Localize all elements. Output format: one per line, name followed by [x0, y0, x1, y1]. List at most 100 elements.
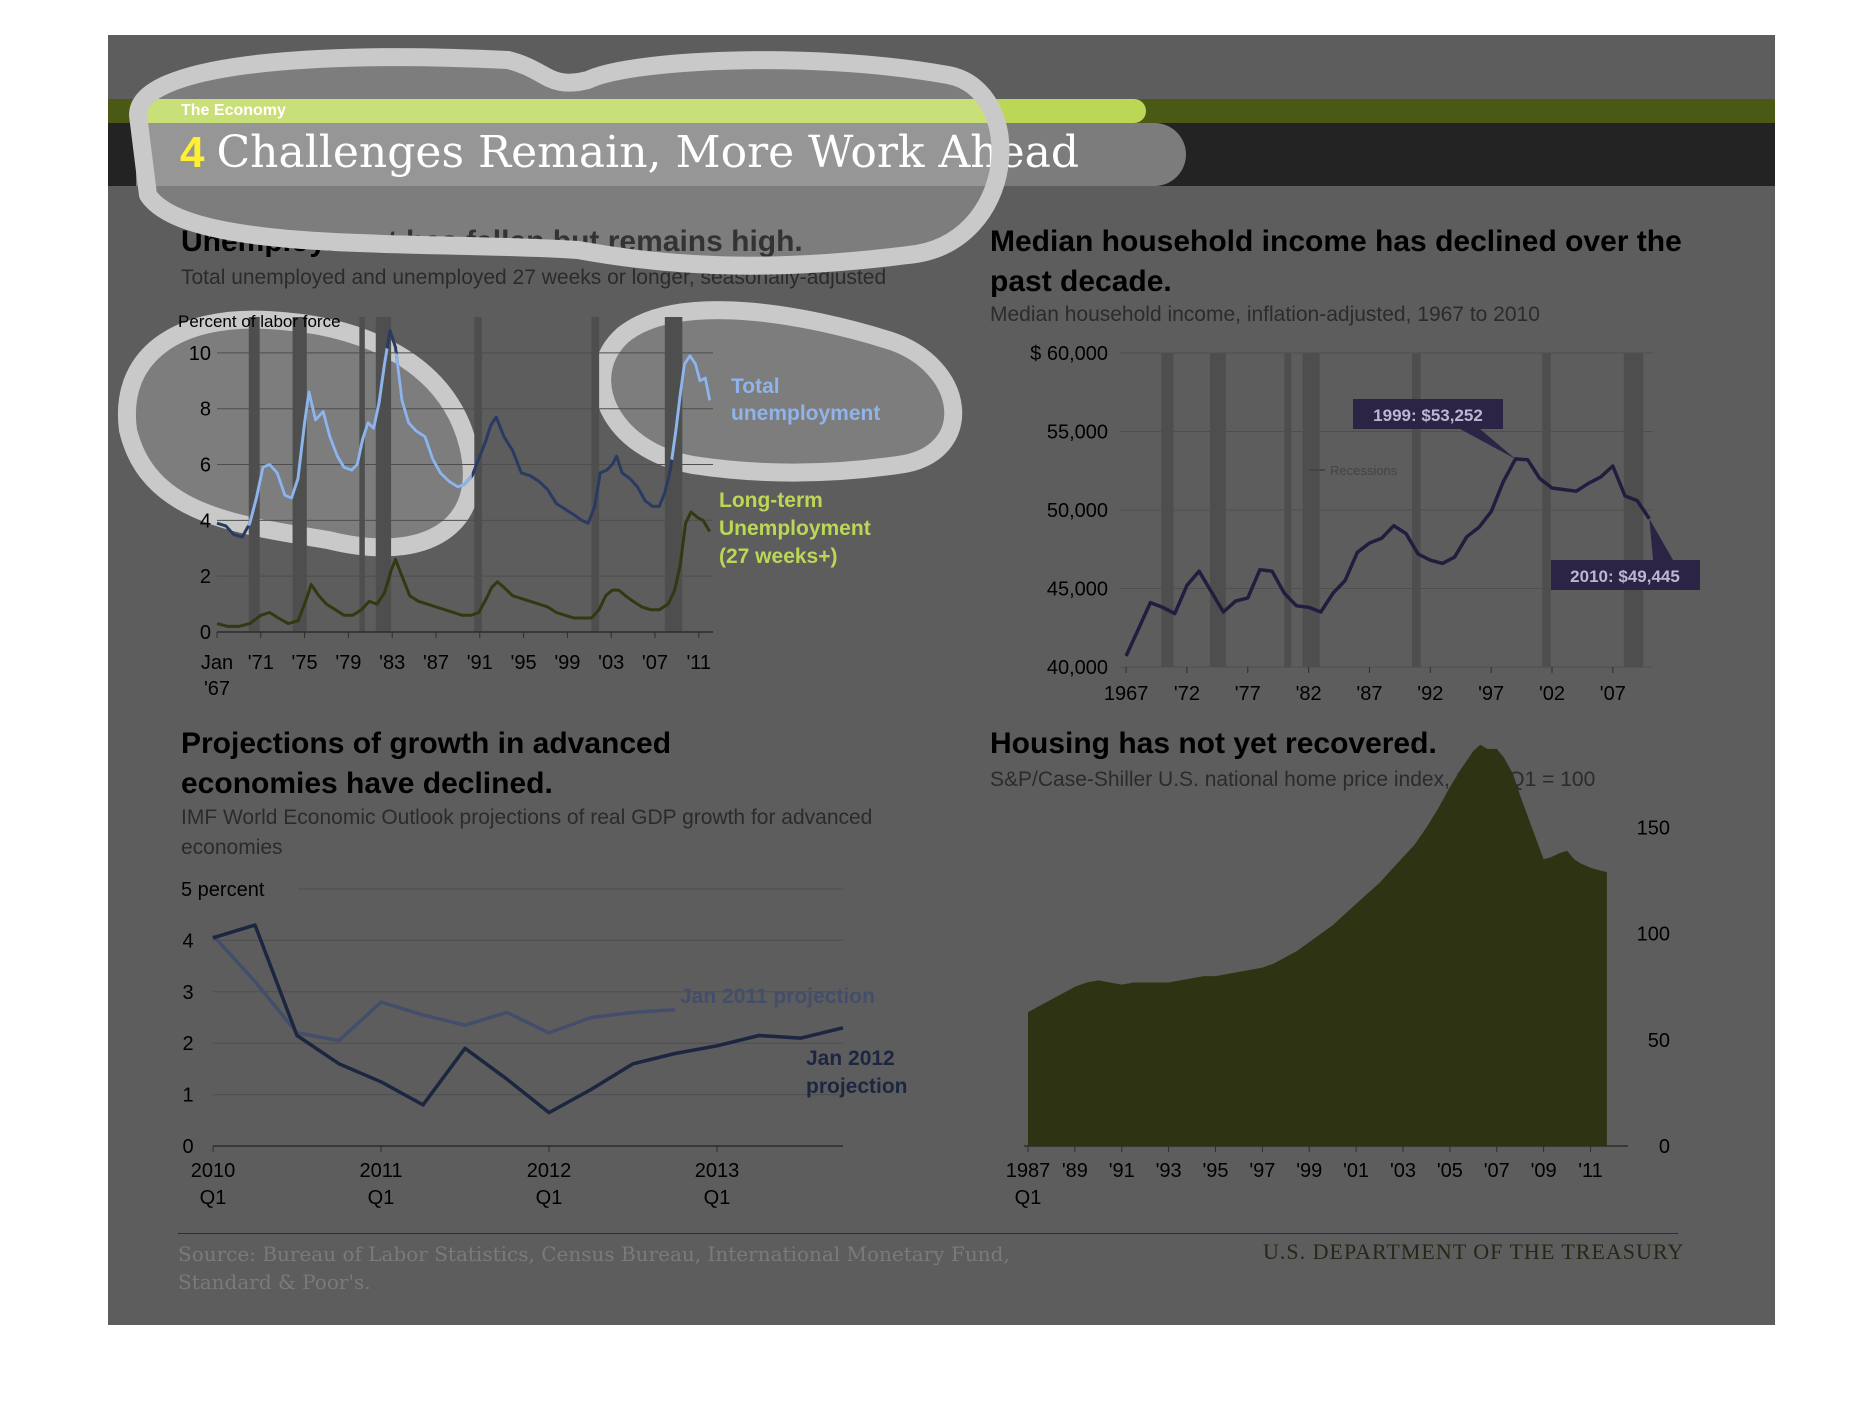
x-tick-label: '09 — [1531, 1160, 1557, 1182]
y-tick-label: 0 — [1659, 1136, 1670, 1158]
x-tick-label: Jan — [201, 652, 233, 674]
x-tick-label: '77 — [1235, 683, 1261, 705]
x-tick-sublabel: Q1 — [1015, 1187, 1042, 1209]
y-tick-label: 6 — [200, 455, 211, 477]
x-tick-label: '87 — [423, 652, 449, 674]
y-tick-label: 0 — [182, 1136, 193, 1158]
x-tick-sublabel: Q1 — [368, 1187, 395, 1209]
projection-2012-label: projection — [806, 1075, 908, 1098]
housing-chart: 0 50 100 150 1987 Q1 '89 '91 '93 '95 '97 '99 '01 '03 '… — [1006, 744, 1670, 1209]
x-tick-label: '79 — [335, 652, 361, 674]
housing-title: Housing has not yet recovered. — [990, 727, 1437, 760]
x-tick-label: '99 — [554, 652, 580, 674]
income-chart: 40,000 45,000 50,000 55,000 $ 60,000 1967 '72 '… — [1030, 343, 1700, 705]
x-tick-label: '11 — [1578, 1160, 1603, 1182]
x-tick-label: '91 — [1109, 1160, 1135, 1182]
x-tick-sublabel: Q1 — [200, 1187, 227, 1209]
growth-subtitle: IMF World Economic Outlook projections o… — [181, 806, 873, 859]
total-unemployment-series-label: unemployment — [731, 402, 880, 425]
callout-2010 — [1551, 518, 1700, 590]
projection-2011-label: Jan 2011 projection — [680, 985, 875, 1008]
y-tick-label: $ 60,000 — [1030, 343, 1108, 365]
x-tick-label: '72 — [1174, 683, 1200, 705]
income-line — [1124, 457, 1651, 657]
y-tick-label: 100 — [1637, 924, 1670, 946]
y-tick-label: 2 — [182, 1033, 193, 1055]
x-tick-label: '91 — [467, 652, 493, 674]
projection-2012-line — [212, 923, 844, 1115]
y-axis-label: Percent of labor force — [178, 312, 341, 331]
y-tick-label: 55,000 — [1047, 422, 1108, 444]
x-tick-label: 2010 — [191, 1160, 236, 1182]
unemployment-chart: 0 2 4 6 8 10 Percent of labor force Jan '71 '75 '7… — [178, 312, 880, 700]
x-tick-label: '92 — [1417, 683, 1443, 705]
y-tick-label: 150 — [1637, 817, 1670, 839]
x-tick-label: 2013 — [695, 1160, 740, 1182]
projection-2012-label: Jan 2012 — [806, 1047, 895, 1070]
x-tick-label: '99 — [1296, 1160, 1322, 1182]
x-tick-label: '03 — [598, 652, 624, 674]
x-tick-label: '95 — [1202, 1160, 1228, 1182]
y-tick-label: 40,000 — [1047, 657, 1108, 679]
x-tick-label: '97 — [1249, 1160, 1275, 1182]
callout-1999-label: 1999: $53,252 — [1373, 406, 1483, 425]
y-tick-label: 10 — [189, 343, 211, 365]
x-tick-label: '07 — [1600, 683, 1626, 705]
long-term-unemployment-line — [216, 510, 711, 628]
housing-subtitle: S&P/Case-Shiller U.S. national home pric… — [990, 768, 1596, 791]
x-tick-label: '01 — [1343, 1160, 1369, 1182]
title-number: 4 — [180, 128, 205, 177]
y-tick-label: 4 — [182, 930, 193, 952]
recession-band — [591, 317, 600, 632]
total-unemployment-series-label: Total — [731, 375, 780, 398]
y-tick-label: 3 — [182, 982, 193, 1004]
recession-band — [474, 317, 482, 632]
page-title: 4 Challenges Remain, More Work Ahead — [180, 127, 1079, 178]
x-tick-sublabel: Q1 — [536, 1187, 563, 1209]
y-tick-label: 4 — [200, 510, 211, 532]
source-note: Source: Bureau of Labor Statistics, Cens… — [178, 1242, 1010, 1294]
section-label: The Economy — [181, 102, 286, 119]
slide: The Economy 4 Challenges Remain, More Wor… — [108, 35, 1775, 1325]
x-tick-label: '71 — [248, 652, 274, 674]
y-tick-label: 50,000 — [1047, 500, 1108, 522]
x-tick-label: 1967 — [1104, 683, 1149, 705]
x-tick-label: 2011 — [359, 1160, 402, 1182]
highlight-ring-3 — [593, 301, 962, 482]
long-term-series-label: Long-term — [719, 489, 823, 512]
growth-title: Projections of growth in advanced econom… — [181, 727, 672, 800]
x-tick-label: '02 — [1539, 683, 1565, 705]
x-tick-label: '82 — [1296, 683, 1322, 705]
income-title: Median household income has declined ove… — [990, 225, 1682, 298]
agency-name: U.S. DEPARTMENT OF THE TREASURY — [1263, 1239, 1685, 1264]
housing-area — [1028, 744, 1607, 1146]
x-tick-label: 1987 — [1006, 1160, 1051, 1182]
x-tick-sublabel: Q1 — [704, 1187, 731, 1209]
callout-2010-label: 2010: $49,445 — [1570, 567, 1680, 586]
callout-1999 — [1353, 399, 1516, 459]
y-tick-label: 8 — [200, 399, 211, 421]
x-tick-label: '87 — [1356, 683, 1382, 705]
recession-band — [248, 317, 260, 632]
x-tick-label: '93 — [1156, 1160, 1182, 1182]
recession-band — [664, 317, 683, 632]
x-tick-label: '83 — [379, 652, 405, 674]
x-tick-label: '07 — [1484, 1160, 1510, 1182]
y-tick-label: 5 percent — [181, 879, 265, 901]
x-tick-label: '07 — [642, 652, 668, 674]
y-tick-label: 1 — [182, 1085, 193, 1107]
legend-label: Recessions — [1330, 463, 1398, 478]
recession-band — [359, 317, 365, 632]
long-term-series-label: (27 weeks+) — [719, 545, 838, 568]
y-tick-label: 0 — [200, 622, 211, 644]
x-tick-label: '67 — [204, 678, 230, 700]
x-tick-label: '03 — [1390, 1160, 1416, 1182]
y-tick-label: 2 — [200, 566, 211, 588]
x-tick-label: '11 — [686, 652, 711, 674]
x-tick-label: '97 — [1478, 683, 1504, 705]
y-tick-label: 50 — [1648, 1030, 1670, 1052]
income-subtitle: Median household income, inflation-adjus… — [990, 303, 1540, 326]
x-tick-label: '89 — [1062, 1160, 1088, 1182]
projection-2011-line — [211, 934, 676, 1043]
